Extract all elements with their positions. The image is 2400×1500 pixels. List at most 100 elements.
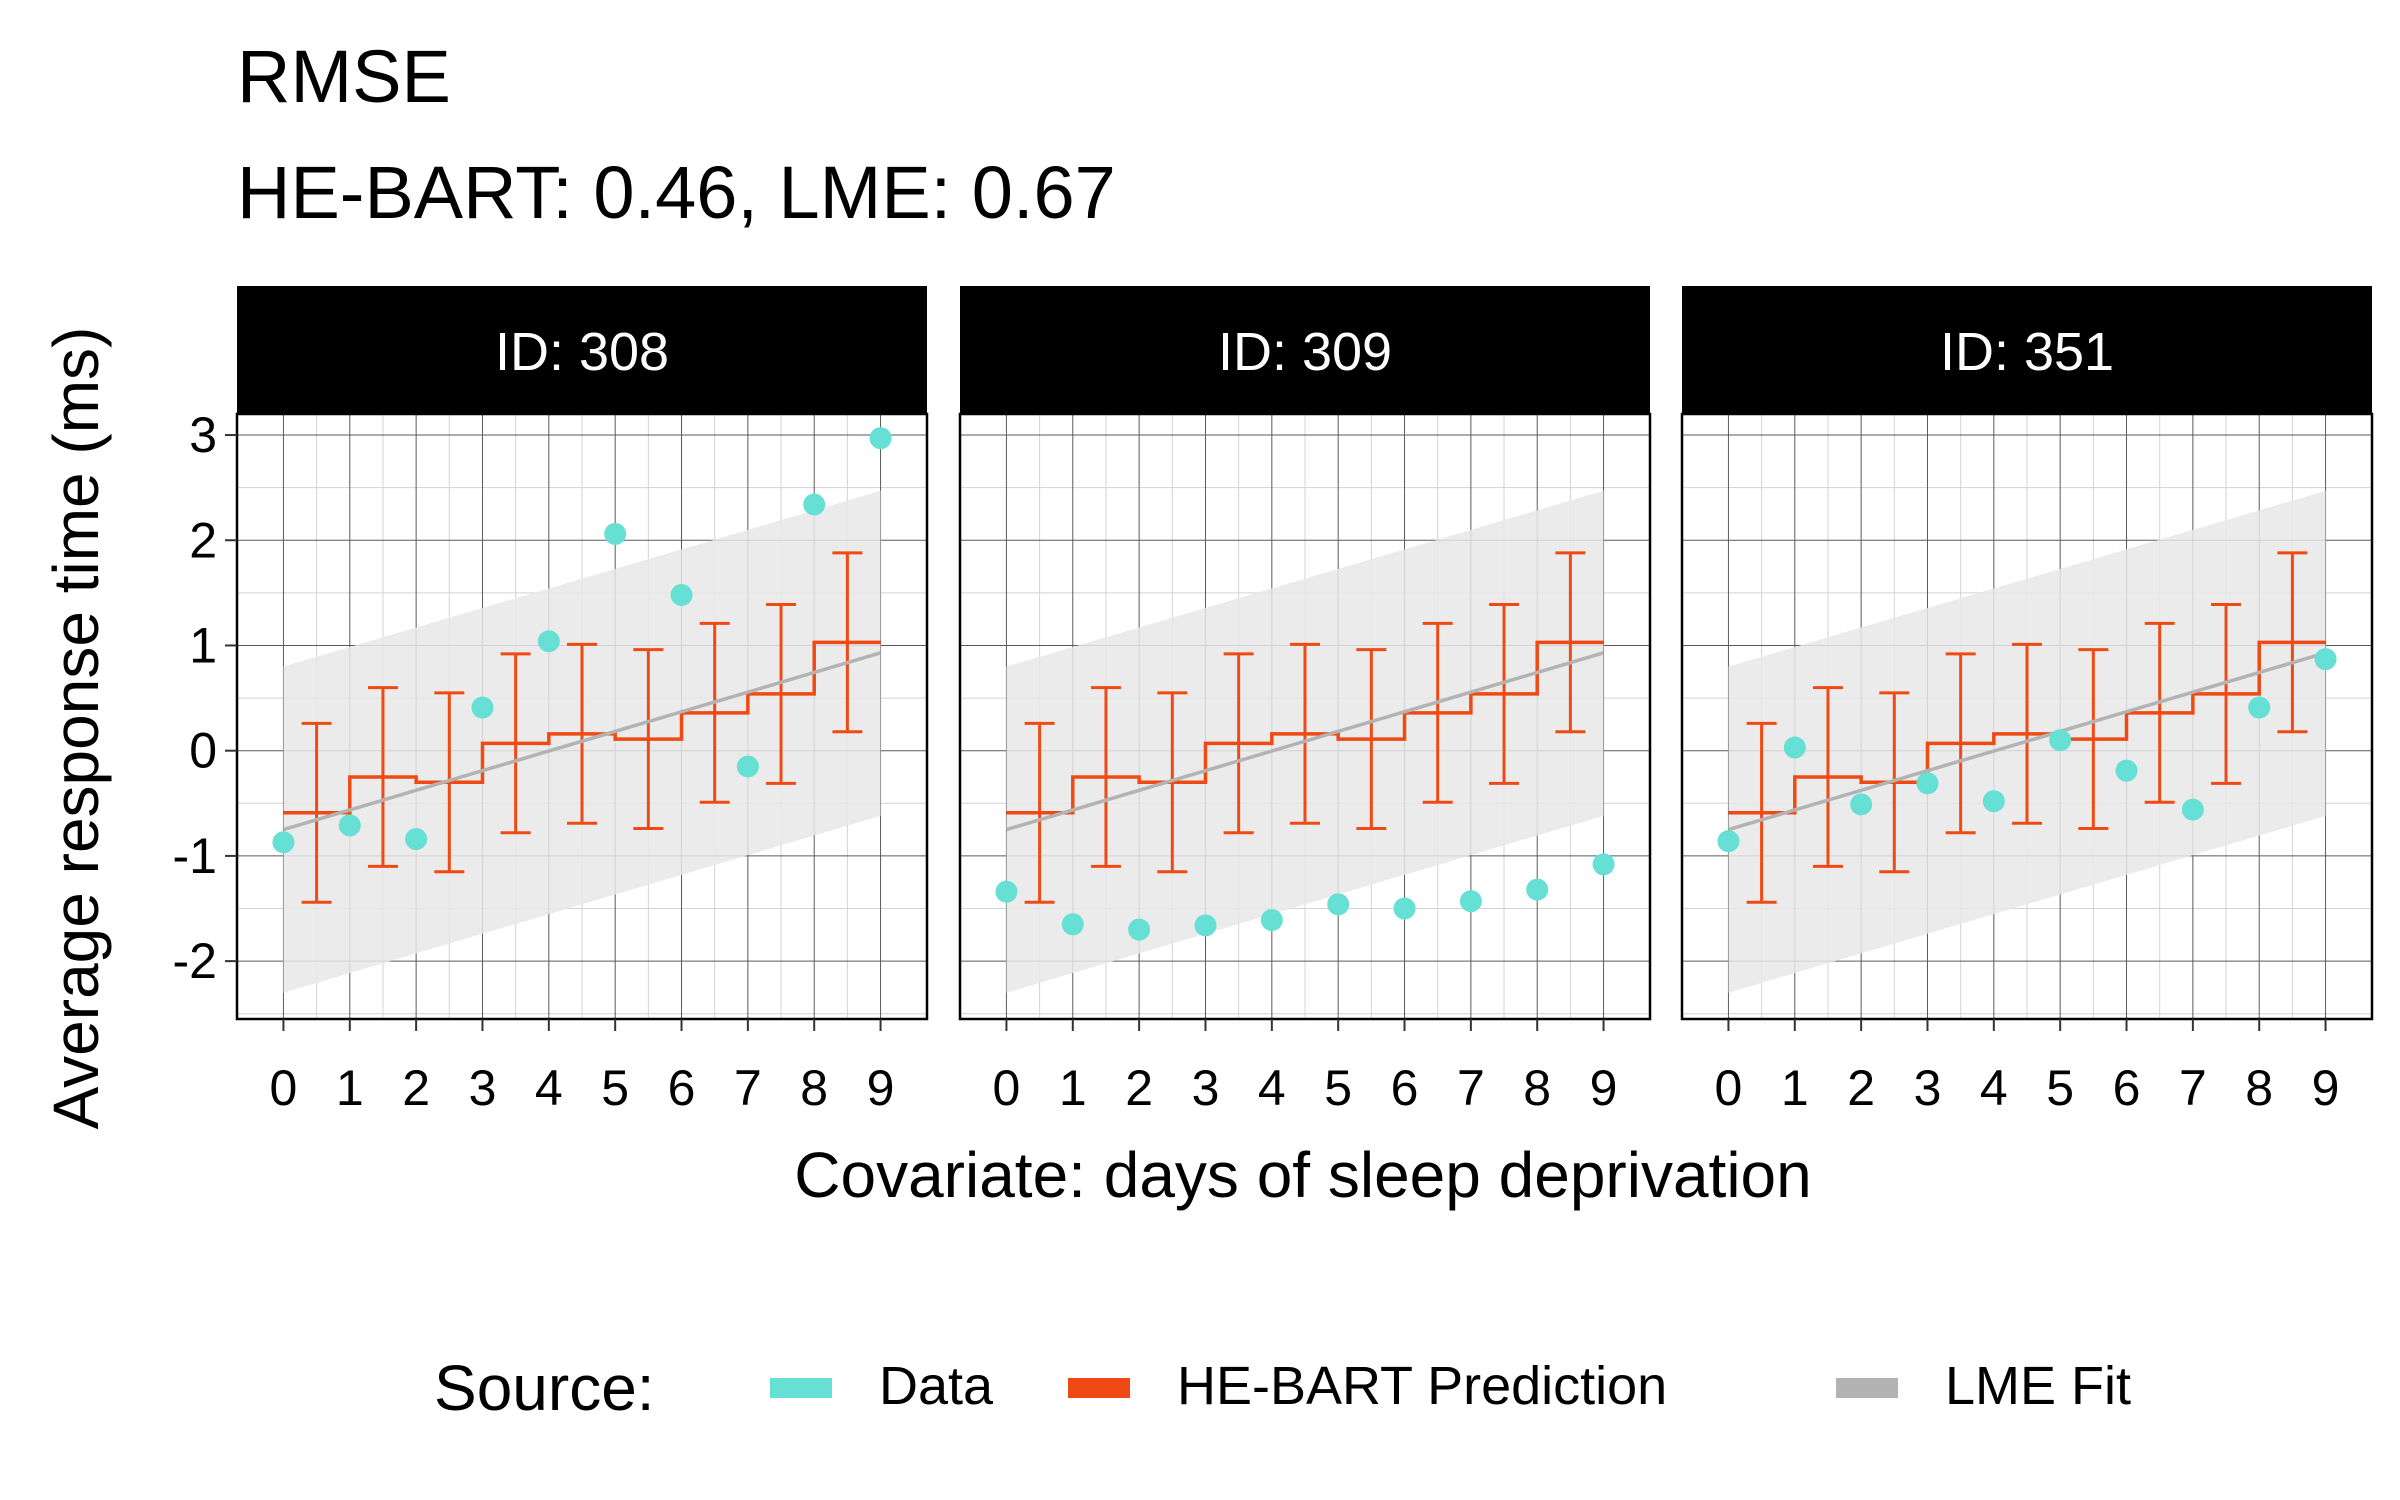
x-tick-label: 1 bbox=[1059, 1060, 1087, 1116]
x-tick-label: 5 bbox=[1324, 1060, 1352, 1116]
y-tick-label: -2 bbox=[173, 933, 217, 989]
data-point bbox=[1194, 914, 1217, 937]
facet-panel: ID: 309 0 1 2 3 4 5 6 7 8 9 bbox=[958, 286, 1652, 1116]
y-tick-label: 3 bbox=[189, 407, 217, 463]
x-tick-label: 8 bbox=[1523, 1060, 1551, 1116]
data-point bbox=[537, 630, 560, 653]
legend: Data HE-BART Prediction LME Fit bbox=[770, 1356, 2131, 1416]
data-point bbox=[1717, 830, 1740, 853]
prediction-series bbox=[1728, 551, 2326, 904]
y-tick-label: 2 bbox=[189, 512, 217, 568]
legend-key-point bbox=[1859, 1380, 1875, 1396]
x-tick-label: 3 bbox=[1914, 1060, 1942, 1116]
prediction-errorbar bbox=[1555, 551, 1586, 734]
data-point bbox=[2115, 759, 2138, 782]
legend-key-point bbox=[793, 1380, 809, 1396]
x-tick-label: 4 bbox=[535, 1060, 563, 1116]
data-point bbox=[1128, 918, 1151, 941]
data-point bbox=[1327, 893, 1350, 916]
data-point bbox=[1526, 878, 1549, 901]
prediction-errorbar bbox=[2277, 551, 2308, 734]
chart-subtitle: HE-BART: 0.46, LME: 0.67 bbox=[237, 151, 1116, 234]
data-point bbox=[1982, 790, 2005, 813]
data-point bbox=[1783, 736, 1806, 759]
data-point bbox=[2049, 729, 2072, 752]
prediction-errorbar bbox=[1945, 652, 1976, 835]
data-point bbox=[471, 696, 494, 719]
data-point bbox=[995, 880, 1018, 903]
prediction-errorbar bbox=[1356, 648, 1387, 831]
data-point bbox=[604, 522, 627, 545]
x-tick-label: 8 bbox=[800, 1060, 828, 1116]
data-point bbox=[1393, 897, 1416, 920]
prediction-errorbar bbox=[301, 721, 332, 904]
prediction-series bbox=[1006, 551, 1604, 904]
prediction-errorbar bbox=[1290, 642, 1320, 825]
y-axis-label: Average response time (ms) bbox=[40, 327, 112, 1130]
prediction-errorbar bbox=[633, 648, 664, 831]
data-series bbox=[995, 853, 1615, 941]
x-tick-label: 5 bbox=[2046, 1060, 2074, 1116]
prediction-errorbar bbox=[1812, 686, 1843, 868]
prediction-errorbar bbox=[1422, 621, 1453, 804]
prediction-errorbar bbox=[2078, 648, 2109, 831]
x-axis-label: Covariate: days of sleep deprivation bbox=[794, 1139, 1811, 1211]
lme-fit-line bbox=[1005, 651, 1605, 832]
data-point bbox=[869, 427, 892, 450]
x-tick-label: 7 bbox=[1457, 1060, 1485, 1116]
data-point bbox=[2181, 798, 2204, 821]
data-point bbox=[1850, 793, 1873, 816]
legend-item: HE-BART Prediction bbox=[1068, 1356, 1667, 1416]
data-point bbox=[338, 814, 361, 837]
legend-key-point bbox=[1091, 1380, 1107, 1396]
data-point bbox=[405, 828, 428, 851]
prediction-errorbar bbox=[1024, 721, 1055, 904]
facet-strip bbox=[237, 286, 927, 414]
legend-label: HE-BART Prediction bbox=[1177, 1356, 1667, 1416]
facet-label: ID: 308 bbox=[495, 322, 669, 382]
prediction-errorbar bbox=[1746, 721, 1777, 904]
x-tick-label: 3 bbox=[1192, 1060, 1220, 1116]
data-series bbox=[272, 427, 892, 854]
prediction-errorbar bbox=[500, 652, 531, 835]
x-tick-label: 6 bbox=[668, 1060, 696, 1116]
panel-border bbox=[235, 412, 929, 1021]
prediction-errorbar bbox=[1090, 686, 1121, 868]
y-tick-label: 1 bbox=[189, 617, 217, 673]
data-point bbox=[1260, 909, 1283, 932]
data-point bbox=[803, 493, 826, 516]
prediction-errorbar bbox=[832, 551, 863, 734]
data-point bbox=[2314, 648, 2337, 671]
data-point bbox=[1061, 913, 1084, 936]
panel-border bbox=[1680, 412, 2374, 1021]
data-point bbox=[1459, 890, 1482, 913]
prediction-errorbar bbox=[1489, 602, 1520, 785]
prediction-errorbar bbox=[567, 642, 597, 825]
legend-item: LME Fit bbox=[1836, 1356, 2131, 1416]
prediction-errorbar bbox=[367, 686, 398, 868]
data-point bbox=[2248, 696, 2271, 719]
x-tick-label: 8 bbox=[2245, 1060, 2273, 1116]
x-tick-label: 2 bbox=[1847, 1060, 1875, 1116]
lme-fit-line bbox=[282, 651, 882, 832]
data-series bbox=[1717, 648, 2337, 853]
x-tick-label: 5 bbox=[601, 1060, 629, 1116]
x-tick-label: 7 bbox=[2179, 1060, 2207, 1116]
x-tick-label: 9 bbox=[2312, 1060, 2340, 1116]
x-tick-label: 2 bbox=[402, 1060, 430, 1116]
x-tick-label: 9 bbox=[1590, 1060, 1618, 1116]
x-tick-label: 0 bbox=[993, 1060, 1021, 1116]
data-point bbox=[1916, 772, 1939, 795]
prediction-errorbar bbox=[1223, 652, 1254, 835]
y-tick-label: -1 bbox=[173, 828, 217, 884]
x-tick-label: 3 bbox=[469, 1060, 497, 1116]
lme-fit-line bbox=[1727, 651, 2327, 832]
x-tick-label: 2 bbox=[1125, 1060, 1153, 1116]
facet-strip bbox=[960, 286, 1650, 414]
x-tick-label: 9 bbox=[867, 1060, 895, 1116]
x-tick-label: 1 bbox=[1781, 1060, 1809, 1116]
prediction-errorbar bbox=[2144, 621, 2175, 804]
